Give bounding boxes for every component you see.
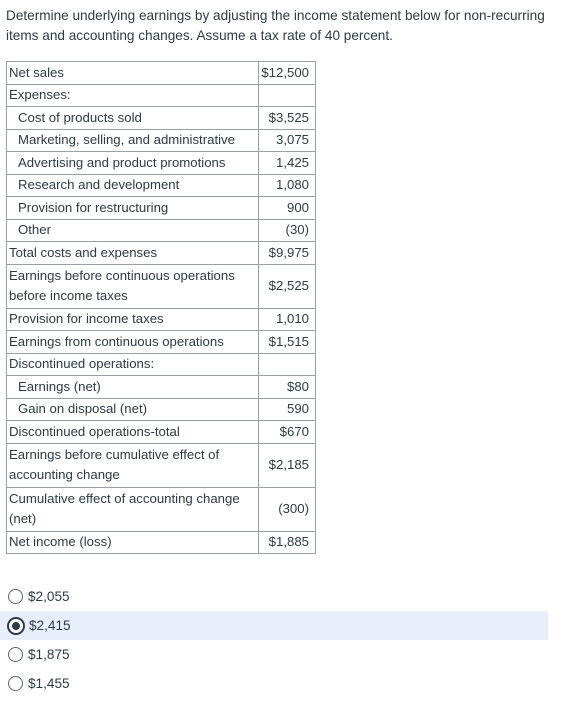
- table-row: Research and development 1,080: [6, 173, 316, 197]
- table-row: Advertising and product promotions 1,425: [6, 151, 316, 175]
- table-row: Marketing, selling, and administrative 3…: [6, 128, 316, 152]
- row-value: $2,185: [258, 442, 316, 488]
- row-label: Earnings before cumulative effect of acc…: [6, 442, 259, 488]
- row-value: 1,080: [258, 173, 316, 197]
- answer-label: $1,455: [28, 676, 70, 691]
- row-value: $80: [258, 375, 316, 399]
- empty-cell: [258, 83, 316, 107]
- row-value: $1,885: [258, 530, 316, 554]
- table-row: Other (30): [6, 218, 316, 242]
- row-value: $9,975: [258, 241, 316, 265]
- radio-button[interactable]: [8, 647, 23, 662]
- row-value: 1,010: [258, 307, 316, 331]
- row-label: Marketing, selling, and administrative: [6, 128, 259, 152]
- answer-option-4[interactable]: $1,455: [0, 669, 548, 698]
- row-label: Cost of products sold: [6, 106, 259, 130]
- answer-label: $2,055: [28, 589, 70, 604]
- radio-button[interactable]: [8, 676, 23, 691]
- row-label: Net sales: [6, 61, 259, 85]
- empty-cell: [258, 352, 316, 376]
- answer-label: $1,875: [28, 647, 70, 662]
- answer-label: $2,415: [29, 618, 71, 633]
- row-value: 1,425: [258, 151, 316, 175]
- table-row: Earnings (net) $80: [6, 375, 316, 399]
- table-row: Cumulative effect of accounting change (…: [6, 486, 316, 532]
- row-label: Advertising and product promotions: [6, 151, 259, 175]
- radio-button[interactable]: [8, 589, 23, 604]
- radio-button-selected[interactable]: [7, 616, 25, 635]
- row-value: (300): [258, 486, 316, 532]
- row-label: Provision for restructuring: [6, 196, 259, 220]
- row-value: $12,500: [258, 61, 316, 85]
- row-value: 3,075: [258, 128, 316, 152]
- table-row: Earnings before cumulative effect of acc…: [6, 442, 316, 488]
- table-row: Gain on disposal (net) 590: [6, 397, 316, 421]
- row-value: $670: [258, 420, 316, 444]
- row-label: Discontinued operations-total: [6, 420, 259, 444]
- row-label: Other: [6, 218, 259, 242]
- row-label: Total costs and expenses: [6, 241, 259, 265]
- table-row: Provision for income taxes 1,010: [6, 307, 316, 331]
- table-row: Earnings from continuous operations $1,5…: [6, 330, 316, 354]
- row-label: Provision for income taxes: [6, 307, 259, 331]
- table-row: Cost of products sold $3,525: [6, 106, 316, 130]
- section-heading: Discontinued operations:: [6, 352, 259, 376]
- table-row: Earnings before continuous operations be…: [6, 263, 316, 309]
- table-row: Net sales $12,500: [6, 61, 316, 85]
- row-value: 590: [258, 397, 316, 421]
- row-value: $1,515: [258, 330, 316, 354]
- answer-option-1[interactable]: $2,055: [0, 582, 548, 611]
- answer-choices: $2,055 $2,415 $1,875 $1,455: [0, 582, 548, 698]
- row-label: Earnings before continuous operations be…: [6, 263, 259, 309]
- table-row: Provision for restructuring 900: [6, 196, 316, 220]
- row-value: (30): [258, 218, 316, 242]
- row-value: $3,525: [258, 106, 316, 130]
- section-heading: Expenses:: [6, 83, 259, 107]
- row-label: Earnings (net): [6, 375, 259, 399]
- question-text: Determine underlying earnings by adjusti…: [6, 8, 545, 43]
- table-row: Expenses:: [6, 83, 316, 107]
- row-value: 900: [258, 196, 316, 220]
- income-statement-table: Net sales $12,500 Expenses: Cost of prod…: [6, 61, 316, 554]
- table-row: Discontinued operations-total $670: [6, 420, 316, 444]
- answer-option-2[interactable]: $2,415: [0, 611, 548, 640]
- row-label: Earnings from continuous operations: [6, 330, 259, 354]
- row-label: Cumulative effect of accounting change (…: [6, 486, 259, 532]
- table-row: Discontinued operations:: [6, 352, 316, 376]
- table-row: Total costs and expenses $9,975: [6, 241, 316, 265]
- answer-option-3[interactable]: $1,875: [0, 640, 548, 669]
- row-label: Research and development: [6, 173, 259, 197]
- table-row: Net income (loss) $1,885: [6, 530, 316, 554]
- row-value: $2,525: [258, 263, 316, 309]
- row-label: Gain on disposal (net): [6, 397, 259, 421]
- row-label: Net income (loss): [6, 530, 259, 554]
